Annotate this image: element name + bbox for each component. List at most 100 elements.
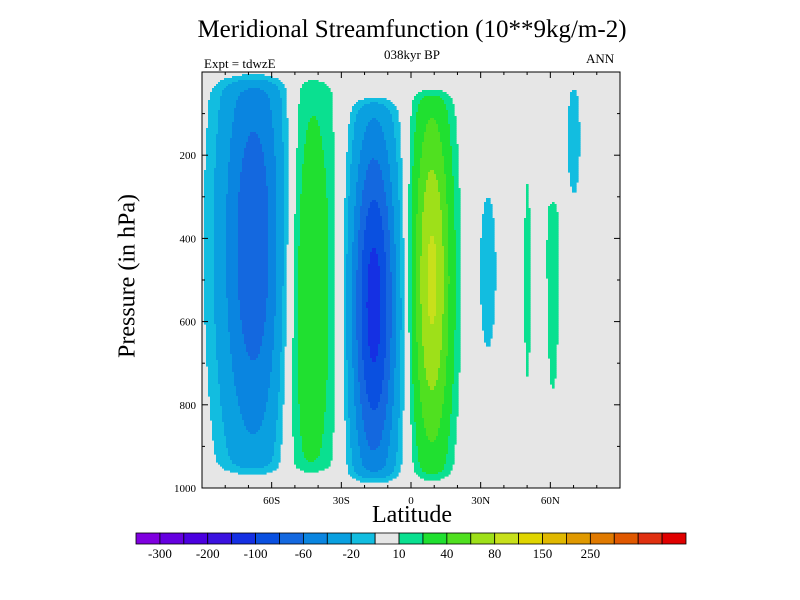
contour-fill xyxy=(428,254,437,257)
contour-fill xyxy=(294,328,299,331)
contour-fill xyxy=(226,234,239,237)
contour-fill xyxy=(368,396,381,399)
contour-fill xyxy=(396,268,401,271)
contour-fill xyxy=(284,266,287,269)
contour-fill xyxy=(360,446,371,449)
contour-fill xyxy=(214,286,227,289)
contour-fill xyxy=(408,314,413,317)
contour-fill xyxy=(396,458,403,461)
contour-fill xyxy=(546,274,559,277)
contour-fill xyxy=(428,290,437,293)
contour-fill xyxy=(274,452,281,455)
contour-fill xyxy=(360,448,371,451)
contour-fill xyxy=(352,354,359,357)
contour-fill xyxy=(272,112,283,115)
contour-fill xyxy=(422,156,445,159)
contour-fill xyxy=(420,466,445,469)
contour-fill xyxy=(422,318,431,321)
contour-fill xyxy=(362,408,373,411)
contour-fill xyxy=(232,128,275,131)
contour-fill xyxy=(412,194,419,197)
contour-fill xyxy=(284,236,289,239)
colorbar-swatch xyxy=(159,532,185,545)
contour-fill xyxy=(388,162,399,165)
contour-fill xyxy=(362,146,387,149)
contour-fill xyxy=(210,418,223,421)
contour-fill xyxy=(206,352,217,355)
contour-fill xyxy=(420,166,445,169)
contour-fill xyxy=(394,226,401,229)
contour-fill xyxy=(410,124,417,127)
contour-fill xyxy=(276,214,285,217)
contour-fill xyxy=(416,124,427,127)
contour-fill xyxy=(386,352,391,355)
contour-fill xyxy=(480,258,497,261)
contour-fill xyxy=(412,442,417,445)
contour-fill xyxy=(412,358,419,361)
contour-fill xyxy=(282,124,289,127)
contour-fill xyxy=(376,252,387,255)
contour-fill xyxy=(274,144,285,147)
contour-fill xyxy=(302,440,323,443)
contour-fill xyxy=(400,256,405,259)
contour-fill xyxy=(428,300,437,303)
contour-fill xyxy=(384,246,391,249)
contour-fill xyxy=(422,250,429,253)
contour-fill xyxy=(454,192,461,195)
contour-fill xyxy=(276,300,283,303)
contour-fill xyxy=(206,140,217,143)
contour-fill xyxy=(400,250,405,253)
contour-fill xyxy=(412,288,417,291)
contour-fill xyxy=(346,278,353,281)
contour-fill xyxy=(352,338,357,341)
contour-fill xyxy=(480,256,497,259)
contour-fill xyxy=(448,204,455,207)
contour-fill xyxy=(448,292,457,295)
contour-fill xyxy=(378,102,393,105)
contour-fill xyxy=(298,354,329,357)
contour-fill xyxy=(328,296,335,299)
contour-fill xyxy=(386,256,391,259)
contour-fill xyxy=(526,342,531,345)
contour-fill xyxy=(448,262,457,265)
contour-fill xyxy=(214,272,227,275)
contour-fill xyxy=(238,284,269,287)
contour-fill xyxy=(390,170,399,173)
contour-fill xyxy=(206,142,217,145)
contour-fill xyxy=(296,148,305,151)
contour-fill xyxy=(328,310,335,313)
contour-fill xyxy=(416,120,429,123)
contour-fill xyxy=(350,474,359,477)
contour-fill xyxy=(298,392,327,395)
contour-fill xyxy=(380,266,387,269)
contour-fill xyxy=(258,430,277,433)
contour-fill xyxy=(382,176,391,179)
contour-fill xyxy=(344,226,349,229)
contour-fill xyxy=(328,208,335,211)
contour-fill xyxy=(396,144,401,147)
contour-fill xyxy=(394,214,401,217)
contour-fill xyxy=(212,90,223,93)
contour-fill xyxy=(450,280,457,283)
contour-fill xyxy=(428,272,437,275)
contour-fill xyxy=(348,408,357,411)
contour-fill xyxy=(368,340,381,343)
contour-fill xyxy=(424,198,441,201)
contour-fill xyxy=(232,354,249,357)
contour-fill xyxy=(304,154,325,157)
contour-fill xyxy=(210,414,223,417)
contour-fill xyxy=(348,218,355,221)
contour-fill xyxy=(326,180,335,183)
contour-fill xyxy=(328,240,335,243)
contour-fill xyxy=(360,156,389,159)
contour-fill xyxy=(358,356,363,359)
contour-fill xyxy=(282,346,285,349)
contour-fill xyxy=(360,152,389,155)
contour-fill xyxy=(300,204,329,207)
contour-fill xyxy=(358,350,363,353)
contour-fill xyxy=(356,198,363,201)
contour-fill xyxy=(440,136,451,139)
contour-fill xyxy=(328,202,335,205)
contour-fill xyxy=(350,182,357,185)
contour-fill xyxy=(410,164,415,167)
